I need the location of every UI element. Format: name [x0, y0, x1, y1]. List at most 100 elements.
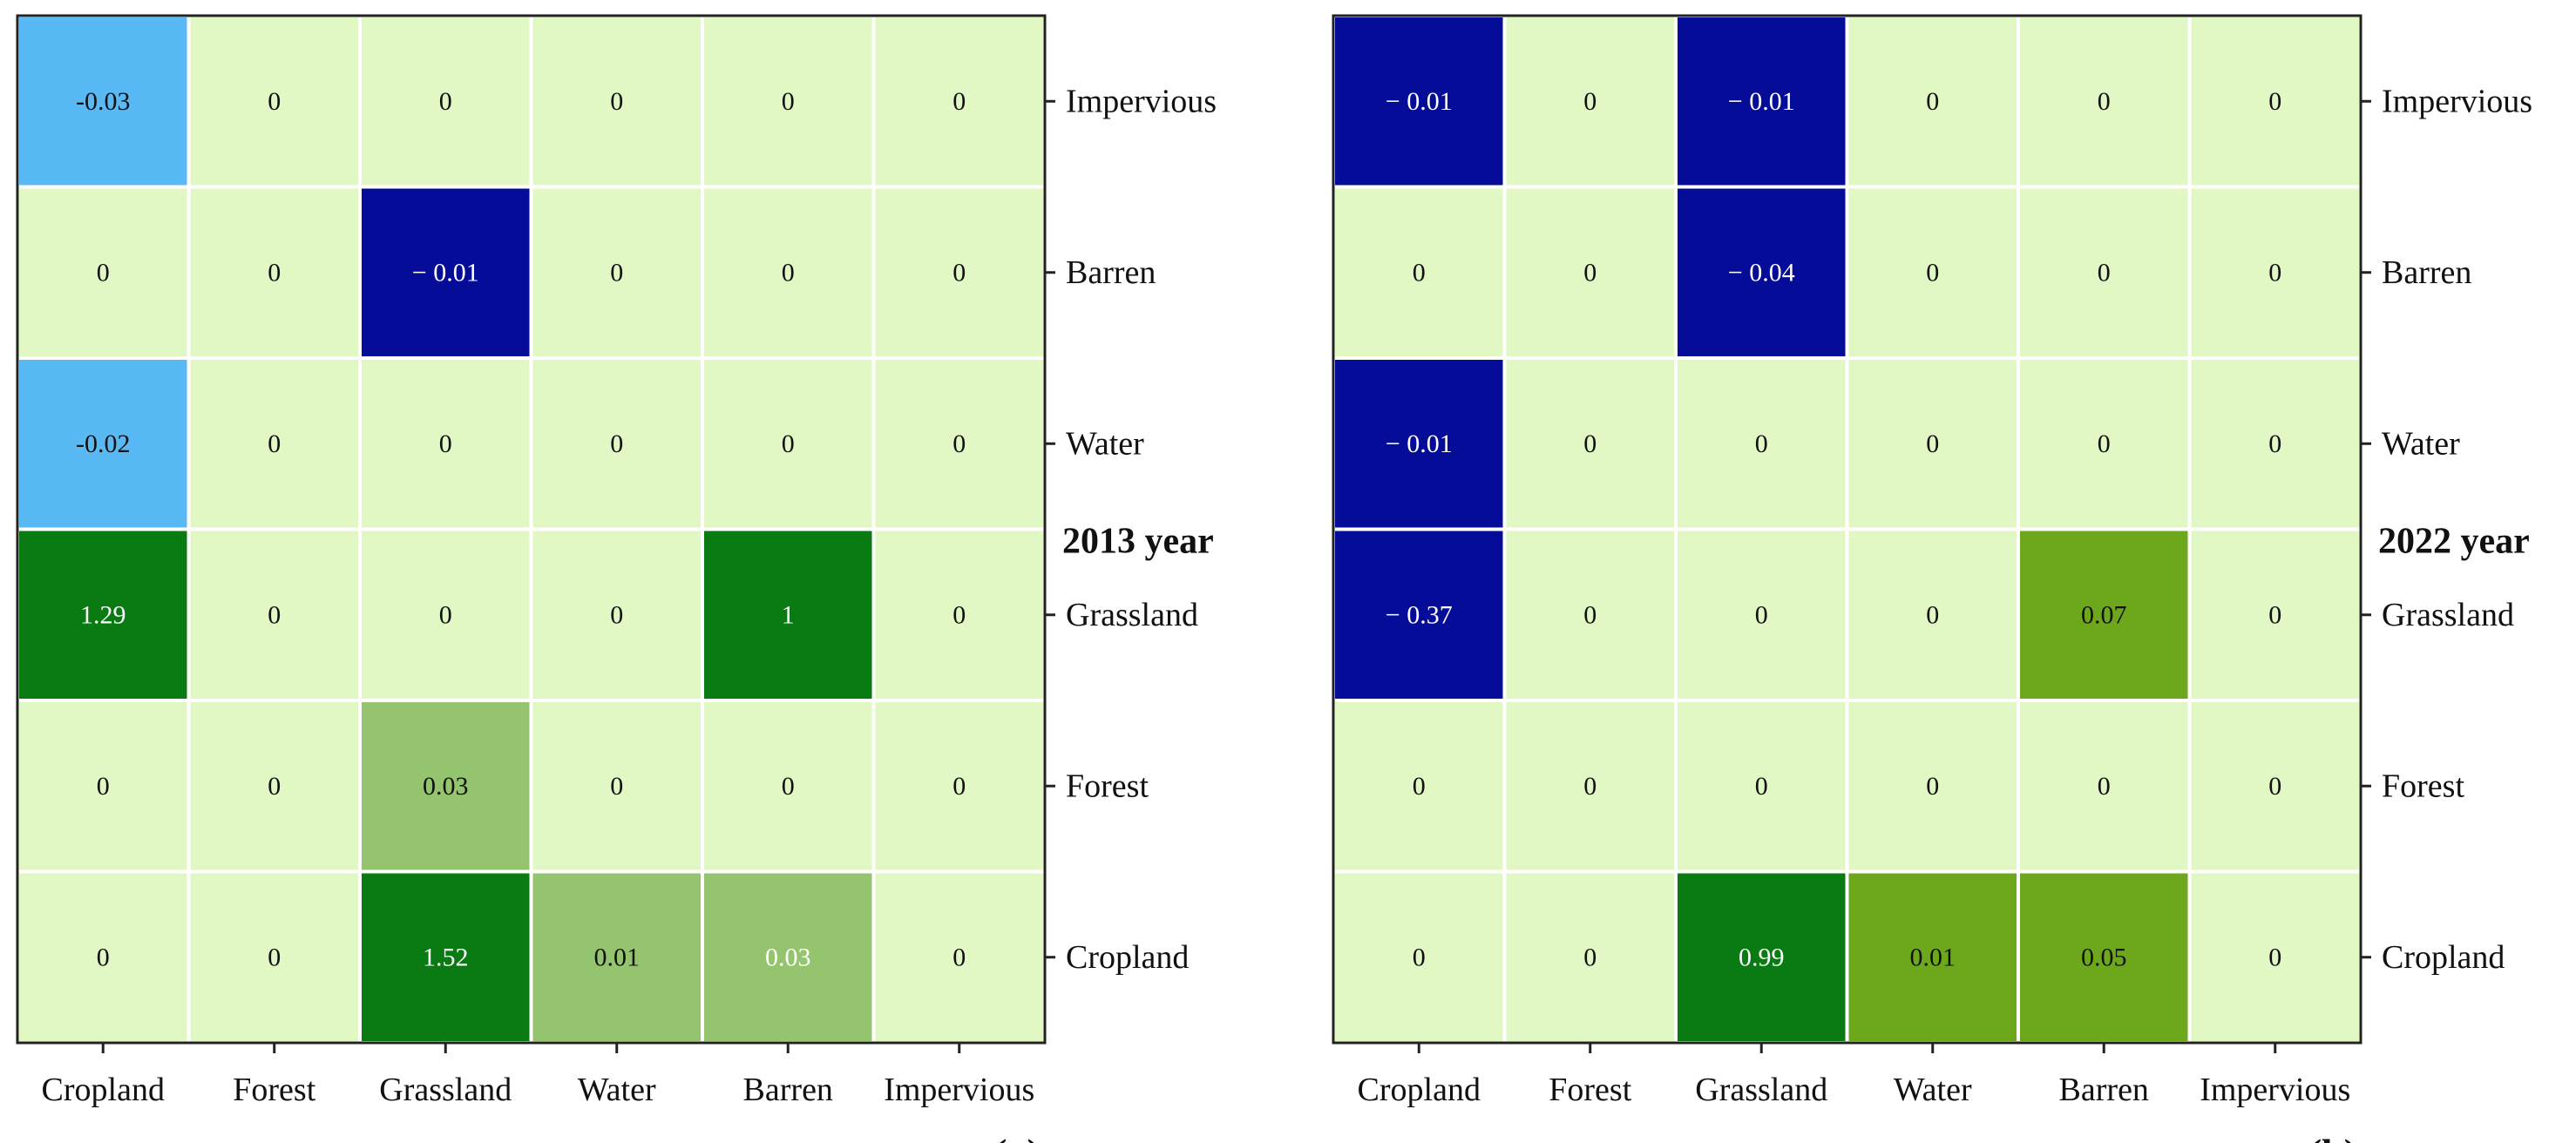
cell-value-label: 0: [439, 429, 452, 458]
cell-value-label: 0.05: [2081, 943, 2127, 971]
y-tick-label: Forest: [1066, 768, 1149, 804]
cell-value-label: 0.07: [2081, 600, 2127, 629]
y-tick-label: Barren: [1066, 254, 1156, 291]
cell-value-label: 0.99: [1739, 943, 1785, 971]
y-tick-label: Barren: [2382, 254, 2471, 291]
heatmap-cell: [1506, 17, 1674, 186]
y-tick-label: Forest: [2382, 768, 2464, 804]
heatmap-cell: [2191, 188, 2359, 356]
heatmap-cell: [704, 702, 872, 870]
cell-value-label: 0: [268, 429, 281, 458]
cell-value-label: 0: [952, 772, 966, 801]
x-tick-label: Water: [578, 1072, 656, 1108]
cell-value-label: 0: [610, 600, 623, 629]
heatmap-cell: [875, 360, 1043, 528]
heatmap-cell: [2020, 188, 2188, 356]
cell-value-label: 0: [1413, 943, 1426, 971]
cell-value-label: 0: [2098, 258, 2111, 287]
cell-value-label: 0: [952, 600, 966, 629]
cell-value-label: 0: [268, 87, 281, 116]
heatmap-cell: [875, 702, 1043, 870]
heatmap-cell: [1848, 360, 2017, 528]
heatmap-cell: [704, 531, 872, 699]
cell-value-label: 0: [268, 943, 281, 971]
cell-value-label: 0: [782, 429, 795, 458]
y-axis-title: 2022 year: [2378, 522, 2530, 562]
cell-value-label: 0: [2268, 258, 2281, 287]
heatmap-cell: [1335, 531, 1503, 699]
cell-value-label: 0: [1926, 87, 1939, 116]
heatmap-background: [17, 16, 1045, 1043]
heatmap-cell: [19, 360, 187, 528]
cell-value-label: 0: [2268, 772, 2281, 801]
cell-value-label: 0: [268, 772, 281, 801]
heatmap-cell: [190, 873, 358, 1041]
cell-value-label: 0: [610, 87, 623, 116]
heatmap-cell: [1506, 702, 1674, 870]
cell-value-label: -0.03: [76, 87, 131, 116]
heatmap-cell: [1335, 702, 1503, 870]
heatmap-cell: [362, 873, 530, 1041]
heatmap-cell: [532, 531, 701, 699]
cell-value-label: 0: [1583, 600, 1596, 629]
heatmap-cell: [1678, 188, 1846, 356]
heatmap-cell: [19, 873, 187, 1041]
x-axis-title: 2013 year: [1772, 1139, 1923, 1143]
heatmap-frame: [16, 14, 1047, 1045]
heatmap-cell: [19, 702, 187, 870]
cell-value-label: 0: [1413, 772, 1426, 801]
x-tick-label: Water: [1894, 1072, 1972, 1108]
heatmap-cell: [1335, 188, 1503, 356]
cell-value-label: 0: [1926, 258, 1939, 287]
cell-value-label: 0: [782, 258, 795, 287]
x-tick-label: Forest: [233, 1072, 315, 1108]
heatmap-cell: [362, 702, 530, 870]
cell-value-label: 0.03: [423, 772, 469, 801]
cell-value-label: 0: [268, 258, 281, 287]
y-tick-label: Grassland: [1066, 597, 1198, 633]
x-tick-label: Grassland: [1695, 1072, 1827, 1108]
cell-value-label: 0: [1755, 772, 1768, 801]
cell-value-label: 0: [1583, 429, 1596, 458]
cell-value-label: 0: [610, 258, 623, 287]
y-axis-title: 2013 year: [1062, 522, 1214, 562]
heatmap-cell: [2191, 360, 2359, 528]
cell-value-label: 0: [952, 258, 966, 287]
heatmap-cell: [1335, 873, 1503, 1041]
heatmap-cell: [2191, 702, 2359, 870]
cell-value-label: 0: [1926, 429, 1939, 458]
cell-value-label: 0.03: [765, 943, 811, 971]
cell-value-label: 0: [782, 772, 795, 801]
cell-value-label: 0: [1755, 600, 1768, 629]
heatmap-cell: [704, 188, 872, 356]
heatmap-cell: [2020, 360, 2188, 528]
heatmap-cell: [2020, 873, 2188, 1041]
heatmap-cell: [1506, 360, 1674, 528]
heatmap-cell: [1848, 702, 2017, 870]
heatmap-cell: [532, 702, 701, 870]
cell-value-label: − 0.04: [1728, 258, 1795, 287]
heatmap-cell: [1335, 360, 1503, 528]
cell-value-label: 0: [2098, 772, 2111, 801]
heatmap-cell: [2020, 702, 2188, 870]
heatmap-background: [1333, 16, 2361, 1043]
heatmap-cell: [1678, 702, 1846, 870]
heatmap-cell: [875, 873, 1043, 1041]
heatmap-cell: [1335, 17, 1503, 186]
heatmap-cell: [19, 17, 187, 186]
heatmap-frame: [1332, 14, 2362, 1045]
heatmap-cell: [1678, 873, 1846, 1041]
heatmap-cell: [2020, 17, 2188, 186]
y-tick-label: Grassland: [2382, 597, 2514, 633]
heatmap-cell: [704, 360, 872, 528]
heatmap-cell: [1678, 531, 1846, 699]
heatmap-cell: [190, 360, 358, 528]
cell-value-label: 0.01: [1910, 943, 1956, 971]
heatmap-cell: [190, 188, 358, 356]
heatmap-cell: [190, 17, 358, 186]
heatmap-cell: [704, 17, 872, 186]
cell-value-label: 0.01: [594, 943, 641, 971]
cell-value-label: 0: [268, 600, 281, 629]
